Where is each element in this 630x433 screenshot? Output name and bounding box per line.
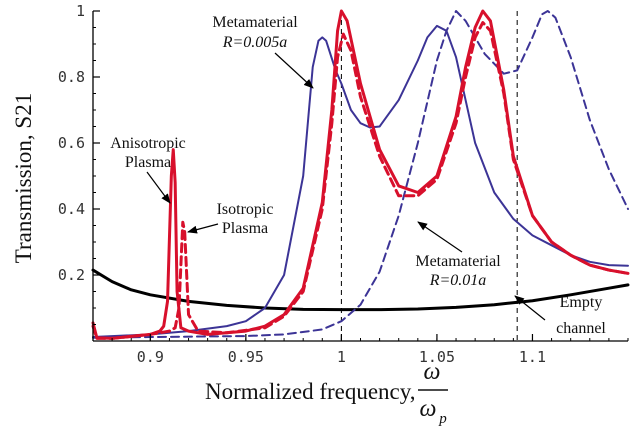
x-axis-fraction-numerator: ω — [424, 359, 441, 385]
annotation-metamaterial-r005: Metamaterial R=0.005a — [212, 14, 314, 89]
y-tick-label: 0.4 — [58, 200, 85, 218]
y-axis-ticks: 0.2 0.4 0.6 0.8 1 — [58, 2, 100, 325]
y-tick-label: 0.8 — [58, 68, 85, 86]
series-iso — [91, 21, 630, 340]
axes-frame — [92, 11, 628, 342]
series-empty — [91, 268, 630, 312]
annotation-meta1-line2: R=0.005a — [222, 34, 288, 51]
annotation-isotropic-line1: Isotropic — [217, 201, 274, 218]
annotation-anisotropic: Anisotropic Plasma — [110, 135, 186, 204]
x-tick-label: 1.05 — [419, 348, 455, 366]
x-axis-fraction-denominator: ω — [420, 396, 437, 422]
y-tick-label: 0.6 — [58, 134, 85, 152]
annotation-empty-line2: channel — [556, 320, 606, 337]
reference-lines — [340, 11, 518, 341]
x-axis-fraction-subscript: p — [438, 411, 447, 427]
annotation-meta1-arrow — [274, 52, 314, 89]
series-meta_r01 — [92, 10, 629, 339]
y-tick-label: 0.2 — [58, 266, 85, 284]
annotation-meta1-line1: Metamaterial — [212, 14, 298, 31]
series-meta_r005 — [92, 24, 629, 339]
annotation-metamaterial-r01: Metamaterial R=0.01a — [415, 221, 501, 289]
annotation-anisotropic-line1: Anisotropic — [110, 135, 186, 152]
y-axis-title: Transmission, S21 — [11, 93, 36, 263]
annotation-meta2-line2: R=0.01a — [429, 272, 487, 289]
x-tick-label: 1 — [337, 348, 346, 366]
annotation-meta2-line1: Metamaterial — [415, 253, 501, 270]
x-tick-label: 1.1 — [519, 348, 546, 366]
x-axis-title: Normalized frequency, — [205, 379, 416, 404]
annotation-anisotropic-arrow — [146, 171, 171, 204]
x-axis-ticks: 0.9 0.95 1 1.05 1.1 — [92, 334, 629, 366]
plot-area: 0.9 0.95 1 1.05 1.1 0.2 0.4 0.6 0.8 1 — [58, 2, 630, 366]
annotation-empty-line1: Empty — [560, 294, 603, 311]
annotation-empty-channel: Empty channel — [514, 294, 606, 337]
annotation-empty-arrow — [514, 295, 546, 321]
series-aniso — [91, 9, 630, 340]
x-tick-label: 0.9 — [137, 348, 164, 366]
annotation-isotropic-arrow — [187, 223, 219, 234]
y-tick-label: 1 — [76, 2, 85, 20]
annotation-anisotropic-line2: Plasma — [125, 154, 171, 171]
annotation-meta2-arrow — [417, 221, 463, 253]
annotation-isotropic: Isotropic Plasma — [187, 201, 274, 237]
series-layer — [91, 9, 630, 340]
x-tick-label: 0.95 — [228, 348, 264, 366]
annotation-isotropic-line2: Plasma — [222, 220, 268, 237]
